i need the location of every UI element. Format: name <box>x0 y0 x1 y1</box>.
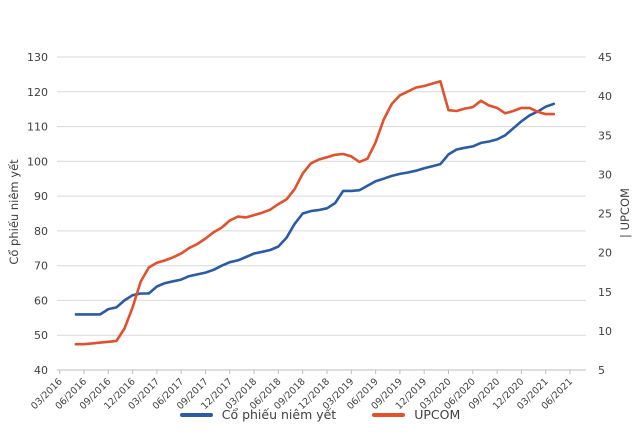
y-left-tick-label: 90 <box>34 190 48 203</box>
y-left-tick-label: 50 <box>34 329 48 342</box>
y-left-tick-label: 80 <box>34 225 48 238</box>
left-axis-title: Cổ phiếu niêm yết <box>7 159 21 265</box>
y-left-tick-label: 100 <box>27 155 48 168</box>
right-axis-title: | UPCOM <box>618 188 632 238</box>
legend-swatch-upcom <box>372 412 406 417</box>
y-left-tick-label: 120 <box>27 86 48 99</box>
y-right-tick-label: 30 <box>598 168 612 181</box>
y-left-tick-label: 40 <box>34 364 48 377</box>
y-right-tick-label: 35 <box>598 129 612 142</box>
legend-item-upcom: UPCOM <box>372 407 460 422</box>
y-right-tick-label: 15 <box>598 286 612 299</box>
y-right-tick-label: 25 <box>598 208 612 221</box>
legend-label-listed-stocks: Cổ phiếu niêm yết <box>221 407 337 422</box>
legend-item-listed-stocks: Cổ phiếu niêm yết <box>179 407 337 422</box>
y-left-tick-label: 110 <box>27 121 48 134</box>
y-right-tick-label: 40 <box>598 90 612 103</box>
chart-legend: Cổ phiếu niêm yết UPCOM <box>0 407 640 422</box>
y-left-tick-label: 130 <box>27 51 48 64</box>
y-left-tick-label: 60 <box>34 294 48 307</box>
legend-label-upcom: UPCOM <box>414 407 461 422</box>
legend-swatch-listed-stocks <box>179 412 213 417</box>
y-right-tick-label: 10 <box>598 325 612 338</box>
series-line-listed-stocks <box>74 102 556 316</box>
y-right-tick-label: 5 <box>598 364 605 377</box>
series-line-upcom <box>74 80 556 346</box>
y-right-tick-label: 45 <box>598 51 612 64</box>
y-right-tick-label: 20 <box>598 247 612 260</box>
y-left-tick-label: 70 <box>34 260 48 273</box>
